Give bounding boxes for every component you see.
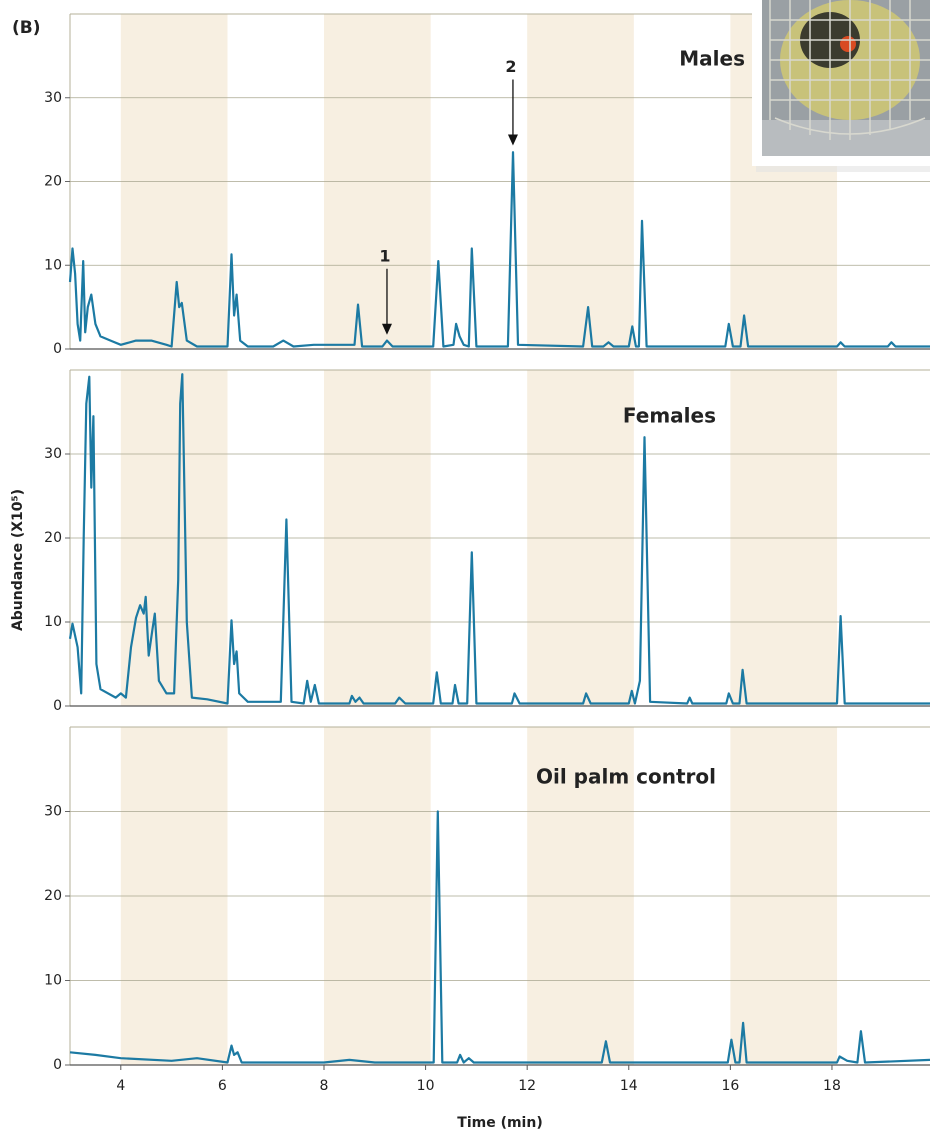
x-tick-label: 10 [417, 1078, 435, 1094]
x-tick-label: 14 [620, 1078, 638, 1094]
y-tick-label: 20 [44, 174, 62, 190]
y-axis-label: Abundance (X10⁵) [10, 489, 26, 631]
y-tick-label: 30 [44, 804, 62, 820]
y-tick-label: 10 [44, 973, 62, 989]
arrow-head [381, 323, 392, 335]
arrow-head [507, 134, 518, 146]
y-tick-label: 0 [53, 341, 62, 357]
y-tick-label: 20 [44, 530, 62, 546]
x-tick-label: 6 [218, 1078, 227, 1094]
chromatogram-line [68, 373, 930, 705]
y-tick-label: 10 [44, 257, 62, 273]
chromatogram-line [69, 810, 930, 1064]
x-tick-label: 8 [320, 1078, 329, 1094]
annotation-label: 2 [505, 57, 516, 76]
y-tick-label: 10 [44, 614, 62, 630]
panel-title: Males [679, 47, 745, 71]
x-tick-label: 4 [116, 1078, 125, 1094]
x-tick-label: 12 [518, 1078, 536, 1094]
panel-title: Females [623, 404, 716, 428]
y-tick-label: 0 [53, 698, 62, 714]
x-axis-label: Time (min) [457, 1115, 542, 1131]
panel-title: Oil palm control [536, 765, 716, 789]
x-tick-label: 16 [721, 1078, 739, 1094]
chromatogram-line [68, 151, 930, 348]
x-tick-label: 18 [823, 1078, 841, 1094]
panel-label: (B) [12, 18, 41, 38]
y-tick-label: 30 [44, 90, 62, 106]
bands [120, 14, 838, 1065]
y-tick-label: 0 [53, 1057, 62, 1073]
photo [752, 0, 930, 172]
y-tick-label: 30 [44, 446, 62, 462]
annotation-label: 1 [379, 246, 390, 265]
y-tick-label: 20 [44, 888, 62, 904]
